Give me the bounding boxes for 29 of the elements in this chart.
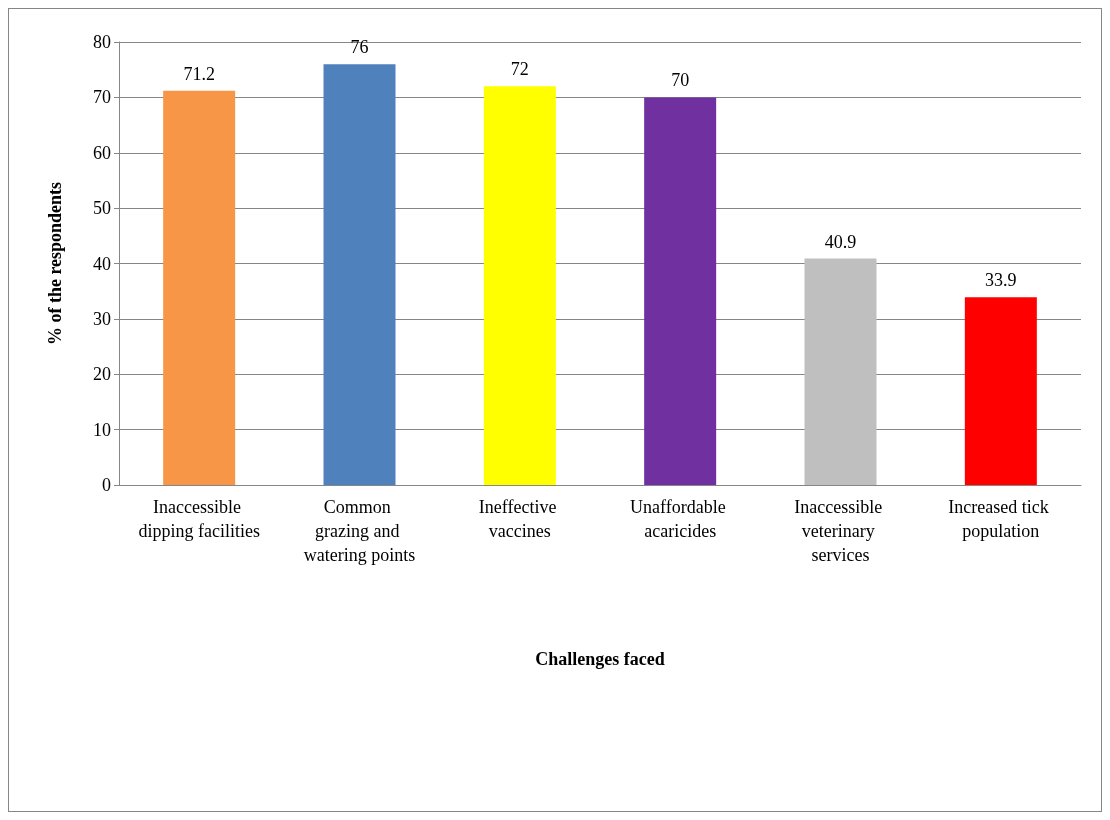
- data-label: 33.9: [985, 270, 1017, 291]
- x-tick-label: Common grazing and watering points: [303, 497, 416, 565]
- bar: [483, 86, 556, 485]
- data-label: 71.2: [183, 63, 215, 84]
- data-label: 70: [671, 70, 690, 91]
- y-tick-label: 60: [93, 142, 111, 163]
- bar: [163, 90, 236, 485]
- y-tick-label: 30: [93, 308, 111, 329]
- y-tick-label: 40: [93, 253, 111, 274]
- y-tick-label: 50: [93, 198, 111, 219]
- y-axis-title: % of the respondents: [45, 181, 65, 346]
- x-tick-label: Ineffective vaccines: [478, 497, 561, 541]
- bar: [644, 97, 717, 485]
- y-tick-label: 20: [93, 364, 111, 385]
- bar: [323, 64, 396, 485]
- x-tick-label: Inaccessible veterinary services: [794, 497, 887, 565]
- bar: [964, 297, 1037, 485]
- x-axis-title: Challenges faced: [535, 649, 665, 669]
- y-tick-label: 70: [93, 87, 111, 108]
- x-tick-label: Inaccessible dipping facilities: [138, 497, 260, 541]
- x-tick-label: Increased tick population: [948, 497, 1054, 541]
- x-tick-label: Unaffordable acaricides: [630, 497, 731, 541]
- data-label: 76: [350, 37, 369, 58]
- y-tick-label: 10: [93, 419, 111, 440]
- y-tick-label: 80: [93, 32, 111, 52]
- data-label: 40.9: [824, 231, 857, 252]
- bar: [804, 258, 877, 485]
- data-label: 72: [510, 59, 529, 80]
- y-tick-label: 0: [102, 475, 111, 495]
